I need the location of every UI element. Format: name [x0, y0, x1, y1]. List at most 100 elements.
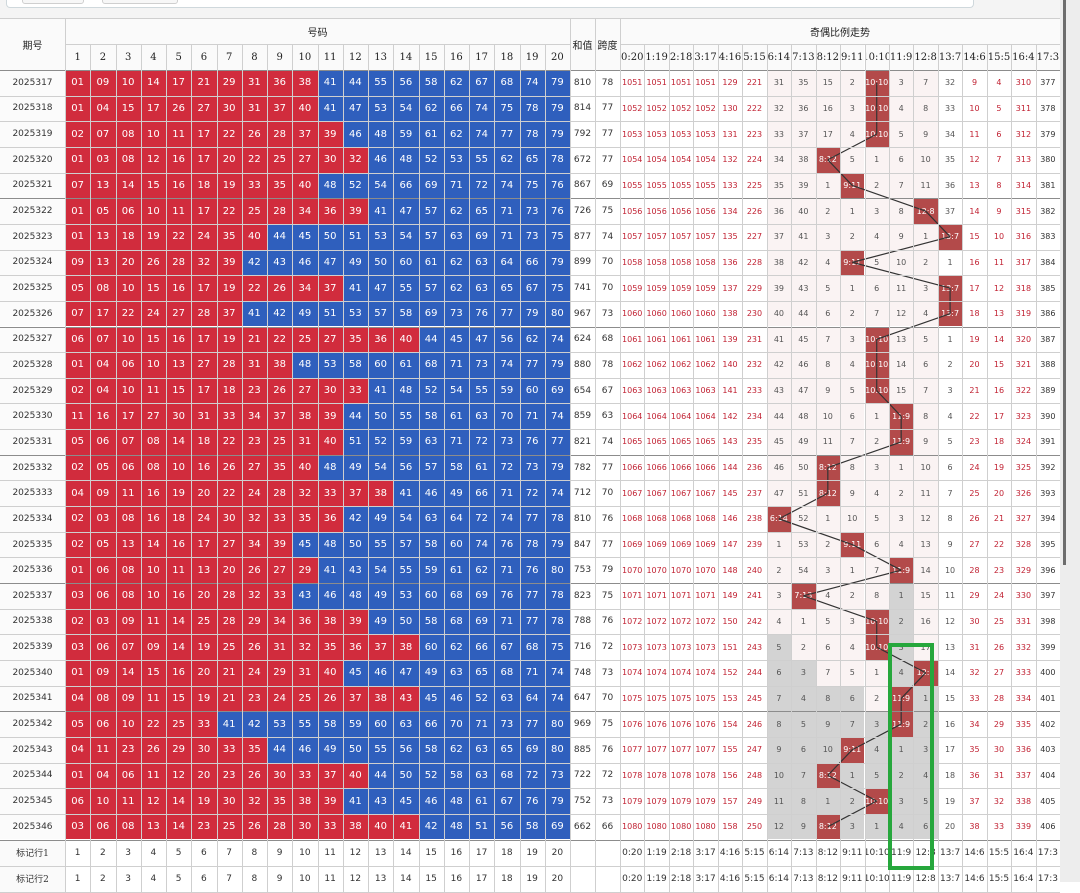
number-ball: 56 [393, 70, 419, 96]
miss-cell: 1072 [646, 616, 667, 626]
grid-line [0, 608, 1060, 610]
toolbar-button-1[interactable] [22, 0, 84, 4]
number-ball: 79 [544, 454, 570, 481]
grid-line [0, 429, 1060, 431]
number-ball: 18 [191, 172, 217, 199]
sum-value: 821 [573, 436, 592, 447]
miss-cell: 13 [944, 642, 956, 652]
number-ball: 24 [241, 480, 267, 507]
number-ball: 59 [494, 377, 520, 404]
miss-cell: 247 [746, 745, 763, 755]
ratio-column-header: 12:8 [913, 44, 938, 70]
number-ball: 55 [393, 275, 419, 301]
grid-line [1011, 44, 1013, 892]
number-ball: 10 [115, 377, 141, 404]
number-ball: 41 [368, 377, 394, 404]
number-ball: 12 [140, 788, 166, 814]
miss-cell: 6 [864, 531, 889, 558]
miss-cell: 3 [864, 198, 889, 224]
miss-cell: 6 [996, 129, 1002, 139]
miss-cell: 47 [766, 480, 792, 507]
hit-cell: 11:9 [888, 711, 914, 737]
number-ball: 54 [368, 557, 394, 583]
number-ball: 01 [65, 762, 91, 789]
footer-number: 4 [150, 873, 157, 884]
scrollbar-thumb[interactable] [1063, 0, 1066, 565]
number-ball: 38 [317, 608, 343, 635]
miss-cell: 4 [840, 634, 865, 660]
miss-cell: 1056 [670, 206, 692, 216]
number-ball: 53 [368, 223, 394, 250]
miss-cell: 8 [996, 180, 1002, 190]
miss-cell: 12 [969, 155, 980, 165]
number-ball: 78 [544, 608, 570, 635]
number-ball: 72 [469, 506, 495, 532]
miss-cell: 21 [993, 514, 1005, 524]
number-ball: 28 [267, 121, 293, 147]
miss-cell: 1069 [695, 540, 716, 549]
toolbar-button-2[interactable] [102, 0, 178, 4]
miss-cell: 1051 [670, 78, 692, 88]
miss-cell: 4 [864, 480, 889, 507]
number-ball: 58 [317, 711, 343, 737]
number-ball: 60 [368, 711, 394, 737]
number-ball: 74 [544, 659, 570, 686]
miss-cell: 9 [996, 206, 1002, 216]
number-ball: 71 [443, 172, 469, 199]
number-ball: 37 [216, 300, 242, 327]
number-ball: 79 [544, 121, 570, 147]
span-value: 79 [601, 565, 614, 576]
miss-cell: 7 [840, 429, 865, 455]
number-ball: 23 [191, 813, 217, 840]
miss-cell: 16 [913, 608, 938, 635]
miss-cell: 3 [840, 608, 865, 635]
hit-cell: 9:11 [840, 736, 865, 763]
grid-line [115, 44, 117, 892]
miss-cell: 136 [722, 257, 738, 267]
number-ball: 79 [519, 300, 545, 327]
number-ball: 22 [166, 223, 192, 250]
miss-cell: 1076 [670, 719, 692, 729]
footer-number: 15 [425, 873, 437, 884]
hit-cell: 13:7 [937, 300, 963, 327]
miss-cell: 37 [944, 206, 956, 216]
miss-cell: 1068 [695, 514, 716, 524]
number-ball: 71 [494, 223, 520, 250]
hit-cell: 10:10 [864, 70, 889, 96]
number-ball: 61 [418, 249, 444, 276]
number-ball: 16 [140, 506, 166, 532]
number-ball: 52 [368, 429, 394, 455]
number-column-header: 3 [115, 44, 141, 70]
number-ball: 53 [368, 95, 394, 122]
grid-line [418, 44, 420, 892]
number-ball: 59 [342, 711, 368, 737]
number-ball: 24 [267, 685, 293, 712]
miss-cell: 1051 [646, 78, 667, 88]
ratio-column-header: 2:18 [668, 44, 694, 70]
miss-cell: 5 [815, 275, 841, 301]
miss-cell: 16 [969, 257, 980, 267]
miss-cell: 149 [722, 591, 738, 601]
number-ball: 22 [216, 480, 242, 507]
period-cell: 2025344 [0, 762, 65, 789]
miss-cell: 1060 [695, 309, 716, 319]
footer-number: 3 [125, 847, 131, 858]
miss-cell: 1054 [622, 155, 643, 165]
sum-value: 867 [573, 180, 592, 191]
number-ball: 02 [65, 454, 91, 481]
miss-cell: 1 [791, 608, 816, 635]
number-ball: 22 [241, 275, 267, 301]
number-ball: 06 [115, 454, 141, 481]
span-value: 77 [601, 103, 614, 114]
miss-cell: 1071 [695, 591, 716, 601]
number-ball: 25 [216, 813, 242, 840]
miss-cell: 2 [840, 70, 865, 96]
number-ball: 27 [241, 454, 267, 481]
miss-cell: 1079 [695, 796, 716, 806]
grid-line [0, 198, 1060, 200]
miss-cell: 15 [888, 377, 914, 404]
number-ball: 08 [115, 557, 141, 583]
number-ball: 47 [393, 659, 419, 686]
number-ball: 54 [368, 454, 394, 481]
scrollbar[interactable] [1060, 0, 1080, 882]
